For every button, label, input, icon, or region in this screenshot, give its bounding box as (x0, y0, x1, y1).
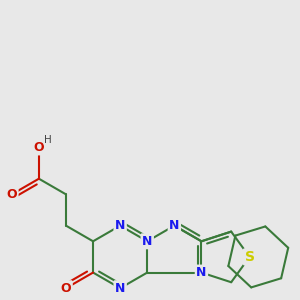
Text: N: N (115, 282, 125, 295)
Text: N: N (169, 219, 179, 232)
Text: N: N (115, 219, 125, 232)
Text: O: O (61, 282, 71, 295)
Text: H: H (44, 135, 52, 145)
Text: S: S (244, 250, 255, 264)
Text: N: N (196, 266, 207, 279)
Text: N: N (142, 235, 152, 248)
Text: O: O (34, 141, 44, 154)
Text: O: O (7, 188, 17, 201)
